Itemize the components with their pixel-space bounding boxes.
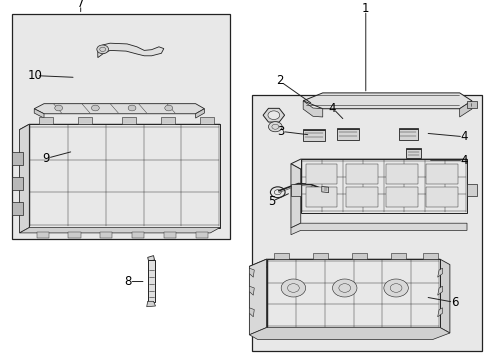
Circle shape xyxy=(164,105,172,111)
Polygon shape xyxy=(273,253,288,259)
Polygon shape xyxy=(437,268,442,277)
Polygon shape xyxy=(161,117,175,124)
Text: 7: 7 xyxy=(77,0,84,10)
Polygon shape xyxy=(405,149,420,158)
Polygon shape xyxy=(337,129,358,140)
Polygon shape xyxy=(466,101,476,108)
Bar xyxy=(251,95,481,351)
Bar xyxy=(12,202,23,215)
Bar xyxy=(385,187,417,207)
Polygon shape xyxy=(200,117,214,124)
Polygon shape xyxy=(68,232,81,238)
Polygon shape xyxy=(290,159,466,169)
Polygon shape xyxy=(437,286,442,295)
Polygon shape xyxy=(98,43,163,58)
Circle shape xyxy=(128,105,136,111)
Polygon shape xyxy=(146,301,155,307)
Polygon shape xyxy=(20,228,220,233)
Text: 4: 4 xyxy=(328,102,336,114)
Polygon shape xyxy=(195,109,204,118)
Bar xyxy=(12,14,229,239)
Circle shape xyxy=(55,105,62,111)
Bar xyxy=(385,164,417,184)
Bar xyxy=(425,164,457,184)
Polygon shape xyxy=(390,253,405,259)
Circle shape xyxy=(91,105,99,111)
Polygon shape xyxy=(405,148,420,149)
Bar xyxy=(305,164,337,184)
Polygon shape xyxy=(100,232,112,238)
Bar xyxy=(425,187,457,207)
Polygon shape xyxy=(249,286,254,295)
Polygon shape xyxy=(29,124,220,228)
Bar xyxy=(305,187,337,207)
Polygon shape xyxy=(290,223,466,235)
Polygon shape xyxy=(439,259,449,333)
Polygon shape xyxy=(351,253,366,259)
Polygon shape xyxy=(20,124,220,131)
Polygon shape xyxy=(147,256,154,261)
Circle shape xyxy=(267,111,279,120)
Polygon shape xyxy=(459,101,471,117)
Polygon shape xyxy=(37,232,49,238)
Circle shape xyxy=(97,45,108,54)
Text: 4: 4 xyxy=(460,130,468,143)
Polygon shape xyxy=(300,159,466,213)
Circle shape xyxy=(332,279,356,297)
Bar xyxy=(345,187,377,207)
Text: 6: 6 xyxy=(450,296,458,309)
Polygon shape xyxy=(266,259,439,328)
Text: 5: 5 xyxy=(267,195,275,208)
Polygon shape xyxy=(312,253,327,259)
Circle shape xyxy=(281,279,305,297)
Polygon shape xyxy=(78,117,92,124)
Polygon shape xyxy=(303,93,471,109)
Polygon shape xyxy=(422,253,437,259)
Bar xyxy=(12,152,23,165)
Polygon shape xyxy=(249,328,449,339)
Bar xyxy=(12,177,23,190)
Polygon shape xyxy=(163,232,176,238)
Polygon shape xyxy=(147,260,154,302)
Polygon shape xyxy=(249,259,439,267)
Text: 4: 4 xyxy=(460,154,468,167)
Polygon shape xyxy=(249,268,254,277)
Polygon shape xyxy=(122,117,136,124)
Text: 9: 9 xyxy=(42,152,50,165)
Polygon shape xyxy=(321,186,328,193)
Polygon shape xyxy=(398,129,417,140)
Circle shape xyxy=(383,279,407,297)
Text: 1: 1 xyxy=(361,3,369,15)
Bar xyxy=(345,164,377,184)
Polygon shape xyxy=(195,232,207,238)
Polygon shape xyxy=(20,124,29,233)
Polygon shape xyxy=(466,184,476,196)
Polygon shape xyxy=(290,184,300,196)
Polygon shape xyxy=(34,104,204,114)
Polygon shape xyxy=(249,259,266,335)
Polygon shape xyxy=(437,308,442,317)
Polygon shape xyxy=(290,164,300,228)
Polygon shape xyxy=(337,128,358,129)
Polygon shape xyxy=(303,101,322,117)
Text: 8: 8 xyxy=(124,275,132,288)
Polygon shape xyxy=(39,117,53,124)
Polygon shape xyxy=(249,308,254,317)
Polygon shape xyxy=(34,109,44,118)
Text: 3: 3 xyxy=(277,125,285,138)
Polygon shape xyxy=(132,232,144,238)
Text: 10: 10 xyxy=(28,69,42,82)
Text: 2: 2 xyxy=(275,75,283,87)
Polygon shape xyxy=(303,130,325,141)
Polygon shape xyxy=(398,128,417,129)
Polygon shape xyxy=(303,129,325,130)
Circle shape xyxy=(268,122,282,132)
